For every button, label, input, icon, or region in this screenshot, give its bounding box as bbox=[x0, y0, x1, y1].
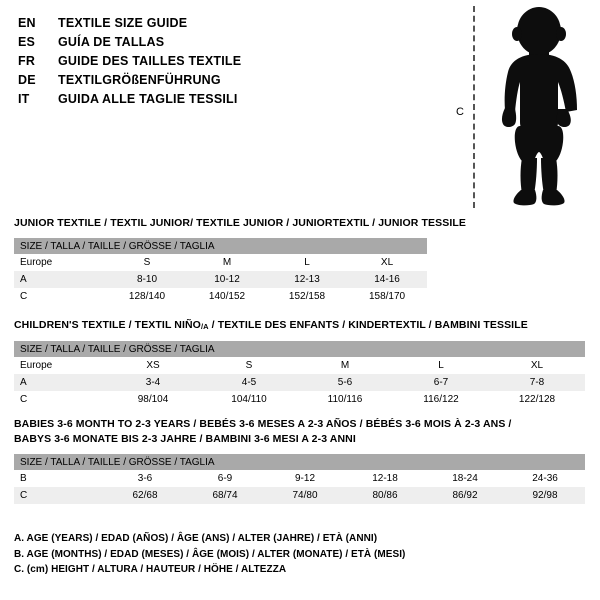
cell: XL bbox=[347, 254, 428, 271]
cell: 74/80 bbox=[265, 487, 345, 504]
language-row-it: IT GUIDA ALLE TAGLIE TESSILI bbox=[18, 90, 418, 109]
section-title-children-sub: /A bbox=[200, 322, 209, 331]
legend-line-b: B. AGE (MONTHS) / EDAD (MESES) / ÂGE (MO… bbox=[14, 548, 406, 560]
language-title-de: TEXTILGRÖßENFÜHRUNG bbox=[58, 73, 221, 87]
junior-size-table: SIZE / TALLA / TAILLE / GRÖSSE / TAGLIA … bbox=[14, 238, 428, 305]
table-band-header-junior: SIZE / TALLA / TAILLE / GRÖSSE / TAGLIA bbox=[14, 238, 428, 254]
cell: 122/128 bbox=[489, 391, 585, 408]
table-band-header-children: SIZE / TALLA / TAILLE / GRÖSSE / TAGLIA bbox=[14, 341, 585, 357]
toddler-silhouette-icon bbox=[484, 6, 594, 213]
cell: M bbox=[297, 357, 393, 374]
language-code-it: IT bbox=[18, 92, 30, 106]
section-childrens-textile: CHILDREN'S TEXTILE / TEXTIL NIÑO/A / TEX… bbox=[14, 318, 585, 408]
section-title-children-pre: CHILDREN'S TEXTILE / TEXTIL NIÑO bbox=[14, 319, 201, 331]
cell: S bbox=[107, 254, 187, 271]
cell: S bbox=[201, 357, 297, 374]
language-title-en: TEXTILE SIZE GUIDE bbox=[58, 16, 188, 30]
legend-block: A. AGE (YEARS) / EDAD (AÑOS) / ÂGE (ANS)… bbox=[14, 531, 405, 578]
table-row: C 62/68 68/74 74/80 80/86 86/92 92/98 bbox=[14, 487, 586, 504]
section-title-babies-line2: BABYS 3-6 MONATE BIS 2-3 JAHRE / BAMBINI… bbox=[14, 433, 356, 445]
cell: 110/116 bbox=[297, 391, 393, 408]
cell: 92/98 bbox=[505, 487, 586, 504]
cell: 98/104 bbox=[105, 391, 201, 408]
table-row: A 3-4 4-5 5-6 6-7 7-8 bbox=[14, 374, 585, 391]
language-title-fr: GUIDE DES TAILLES TEXTILE bbox=[58, 54, 242, 68]
row-label: Europe bbox=[14, 357, 105, 374]
cell: 4-5 bbox=[201, 374, 297, 391]
section-babies-textile: BABIES 3-6 MONTH TO 2-3 YEARS / BEBÉS 3-… bbox=[14, 417, 586, 504]
table-row: Europe XS S M L XL bbox=[14, 357, 585, 374]
table-row: A 8-10 10-12 12-13 14-16 bbox=[14, 271, 428, 288]
legend-line-c: C. (cm) HEIGHT / ALTURA / HAUTEUR / HÖHE… bbox=[14, 564, 287, 575]
height-figure-panel: C bbox=[440, 2, 600, 212]
cell: 9-12 bbox=[265, 470, 345, 487]
language-row-fr: FR GUIDE DES TAILLES TEXTILE bbox=[18, 52, 418, 71]
cell: M bbox=[187, 254, 267, 271]
language-row-es: ES GUÍA DE TALLAS bbox=[18, 33, 418, 52]
row-label: B bbox=[14, 470, 105, 487]
babies-size-table: SIZE / TALLA / TAILLE / GRÖSSE / TAGLIA … bbox=[14, 454, 586, 504]
language-code-es: ES bbox=[18, 35, 36, 49]
cell: 7-8 bbox=[489, 374, 585, 391]
language-code-fr: FR bbox=[18, 54, 36, 68]
row-label: A bbox=[14, 374, 105, 391]
height-measure-label: C bbox=[456, 106, 464, 118]
cell: 24-36 bbox=[505, 470, 586, 487]
section-title-children-post: / TEXTILE DES ENFANTS / KINDERTEXTIL / B… bbox=[208, 319, 528, 331]
cell: 12-13 bbox=[267, 271, 347, 288]
band-header-label: SIZE / TALLA / TAILLE / GRÖSSE / TAGLIA bbox=[14, 454, 586, 470]
cell: 140/152 bbox=[187, 288, 267, 305]
cell: 3-4 bbox=[105, 374, 201, 391]
cell: 12-18 bbox=[345, 470, 425, 487]
cell: 8-10 bbox=[107, 271, 187, 288]
table-row: B 3-6 6-9 9-12 12-18 18-24 24-36 bbox=[14, 470, 586, 487]
cell: 14-16 bbox=[347, 271, 428, 288]
cell: 104/110 bbox=[201, 391, 297, 408]
language-code-de: DE bbox=[18, 73, 36, 87]
cell: 6-7 bbox=[393, 374, 489, 391]
cell: 6-9 bbox=[185, 470, 265, 487]
row-label: A bbox=[14, 271, 107, 288]
cell: XL bbox=[489, 357, 585, 374]
dashed-height-line-icon bbox=[473, 6, 475, 208]
table-row: Europe S M L XL bbox=[14, 254, 428, 271]
language-row-de: DE TEXTILGRÖßENFÜHRUNG bbox=[18, 71, 418, 90]
section-title-junior: JUNIOR TEXTILE / TEXTIL JUNIOR/ TEXTILE … bbox=[14, 217, 466, 229]
cell: L bbox=[393, 357, 489, 374]
legend-line-a: A. AGE (YEARS) / EDAD (AÑOS) / ÂGE (ANS)… bbox=[14, 533, 378, 544]
table-row: C 98/104 104/110 110/116 116/122 122/128 bbox=[14, 391, 585, 408]
row-label: C bbox=[14, 487, 105, 504]
cell: 18-24 bbox=[425, 470, 505, 487]
cell: L bbox=[267, 254, 347, 271]
cell: 152/158 bbox=[267, 288, 347, 305]
cell: 62/68 bbox=[105, 487, 185, 504]
language-title-es: GUÍA DE TALLAS bbox=[58, 35, 165, 49]
section-title-babies-line1: BABIES 3-6 MONTH TO 2-3 YEARS / BEBÉS 3-… bbox=[14, 418, 512, 430]
row-label: C bbox=[14, 391, 105, 408]
table-band-header-babies: SIZE / TALLA / TAILLE / GRÖSSE / TAGLIA bbox=[14, 454, 586, 470]
cell: 3-6 bbox=[105, 470, 185, 487]
language-header: EN TEXTILE SIZE GUIDE ES GUÍA DE TALLAS … bbox=[18, 14, 418, 109]
cell: 86/92 bbox=[425, 487, 505, 504]
band-header-label: SIZE / TALLA / TAILLE / GRÖSSE / TAGLIA bbox=[14, 341, 585, 357]
language-title-it: GUIDA ALLE TAGLIE TESSILI bbox=[58, 92, 238, 106]
row-label: Europe bbox=[14, 254, 107, 271]
language-code-en: EN bbox=[18, 16, 36, 30]
cell: XS bbox=[105, 357, 201, 374]
cell: 5-6 bbox=[297, 374, 393, 391]
band-header-label: SIZE / TALLA / TAILLE / GRÖSSE / TAGLIA bbox=[14, 238, 428, 254]
cell: 80/86 bbox=[345, 487, 425, 504]
section-title-children: CHILDREN'S TEXTILE / TEXTIL NIÑO/A / TEX… bbox=[14, 318, 585, 334]
cell: 116/122 bbox=[393, 391, 489, 408]
table-row: C 128/140 140/152 152/158 158/170 bbox=[14, 288, 428, 305]
cell: 68/74 bbox=[185, 487, 265, 504]
children-size-table: SIZE / TALLA / TAILLE / GRÖSSE / TAGLIA … bbox=[14, 341, 585, 408]
cell: 128/140 bbox=[107, 288, 187, 305]
cell: 158/170 bbox=[347, 288, 428, 305]
section-junior-textile: JUNIOR TEXTILE / TEXTIL JUNIOR/ TEXTILE … bbox=[14, 216, 466, 305]
row-label: C bbox=[14, 288, 107, 305]
cell: 10-12 bbox=[187, 271, 267, 288]
language-row-en: EN TEXTILE SIZE GUIDE bbox=[18, 14, 418, 33]
